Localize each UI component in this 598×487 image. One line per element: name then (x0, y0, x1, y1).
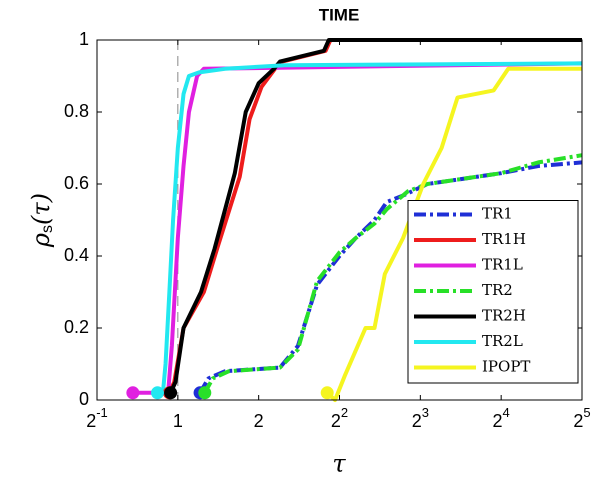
start-marker (164, 386, 178, 400)
x-tick-base: 2 (86, 411, 96, 431)
y-tick-label: 0 (79, 389, 89, 409)
legend-label: TR1 (482, 205, 513, 223)
start-marker (151, 386, 165, 400)
legend-label: IPOPT (482, 358, 530, 376)
x-tick-label: 2-1 (86, 405, 108, 430)
y-label-main: ρ (27, 233, 55, 248)
x-tick-exponent: -1 (96, 405, 108, 420)
legend-label: TR2L (482, 332, 523, 350)
x-tick-base: 2 (331, 411, 341, 431)
y-tick-label: 1 (79, 29, 89, 49)
legend-label: TR1L (482, 256, 523, 274)
x-tick-exponent: 4 (503, 405, 510, 420)
series-line (203, 153, 583, 394)
start-marker (198, 386, 212, 400)
x-tick-label: 24 (493, 405, 510, 430)
x-tick-base: 2 (412, 411, 422, 431)
x-tick-exponent: 2 (341, 405, 348, 420)
legend-label: TR2 (482, 281, 513, 299)
y-label-sub: s (39, 225, 56, 233)
legend-label: TR1H (482, 230, 526, 248)
y-axis-label: ρs(τ) (27, 193, 57, 248)
y-label-rest: (τ) (27, 193, 55, 225)
x-tick-base: 2 (493, 411, 503, 431)
x-tick-label: 25 (573, 405, 590, 430)
y-tick-label: 0.6 (64, 173, 89, 193)
x-tick-label: 22 (331, 405, 348, 430)
x-tick-label: 2 (254, 411, 264, 431)
plot-frame (96, 39, 583, 401)
start-marker (126, 386, 140, 400)
series-line (325, 66, 582, 402)
chart-title: TIME (319, 5, 360, 24)
legend-label: TR2H (482, 307, 526, 325)
x-tick-base: 2 (573, 411, 583, 431)
legend-box (407, 200, 579, 384)
x-axis-label: τ (332, 450, 346, 478)
y-tick-label: 0.4 (64, 245, 89, 265)
x-tick-label: 23 (412, 405, 429, 430)
x-tick-label: 1 (173, 411, 183, 431)
y-tick-label: 0.8 (64, 101, 89, 121)
x-tick-exponent: 5 (583, 405, 590, 420)
series-line (157, 61, 583, 395)
series-line (168, 38, 582, 394)
x-tick-exponent: 3 (422, 405, 429, 420)
start-marker (320, 386, 334, 400)
y-tick-label: 0.2 (64, 317, 89, 337)
